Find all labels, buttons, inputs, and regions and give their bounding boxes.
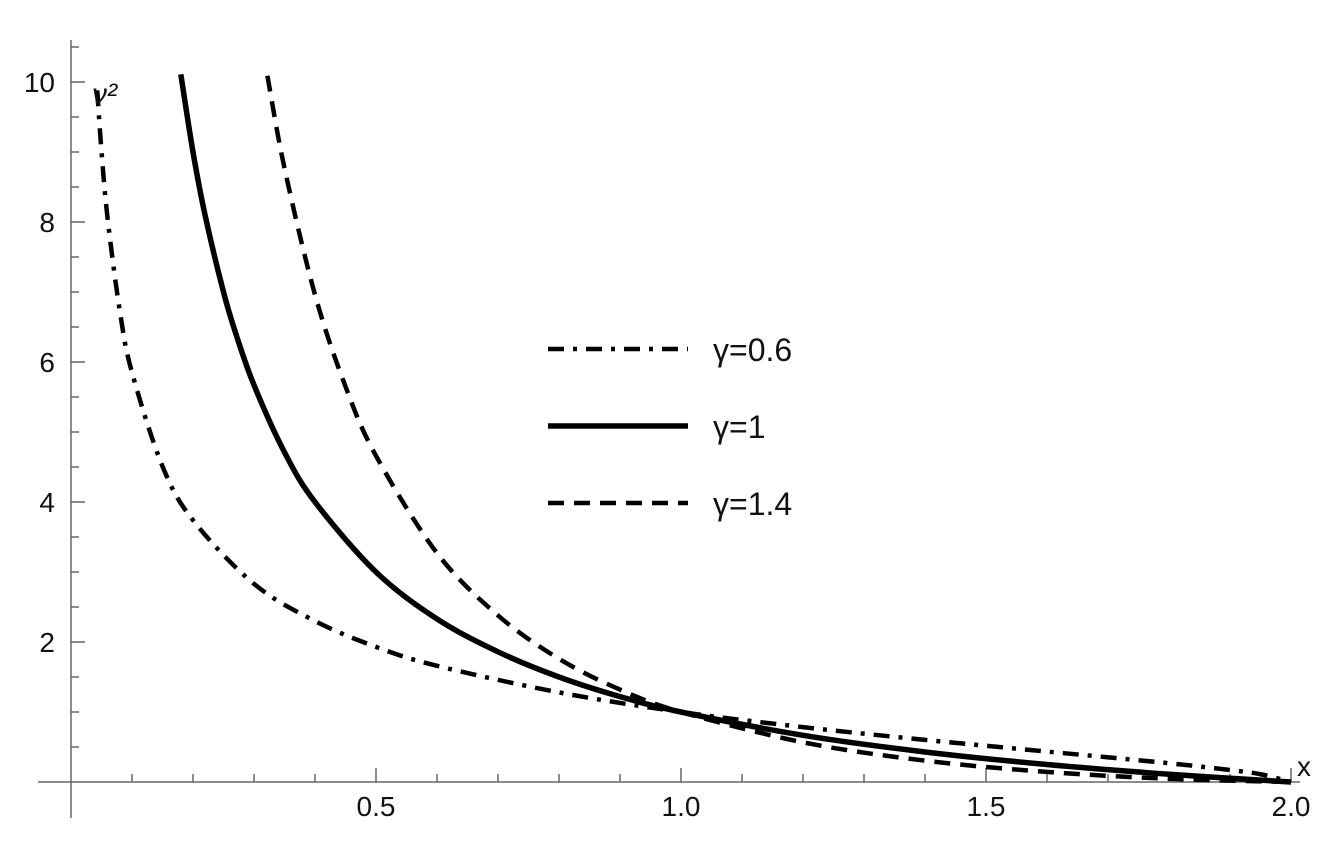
y-tick-label: 4 <box>39 487 55 518</box>
y-tick-label: 10 <box>24 67 55 98</box>
x-tick-label: 1.5 <box>967 791 1006 822</box>
x-tick-label: 2.0 <box>1272 791 1311 822</box>
y-axis-label: ν² <box>92 78 118 111</box>
legend-label: γ=0.6 <box>713 332 792 368</box>
y-tick-label: 6 <box>39 347 55 378</box>
x-tick-label: 1.0 <box>662 791 701 822</box>
legend-label: γ=1 <box>713 409 765 445</box>
series-group <box>94 73 1292 785</box>
x-tick-label: 0.5 <box>357 791 396 822</box>
legend-label: γ=1.4 <box>713 486 792 522</box>
series-solid-line <box>178 73 1292 785</box>
x-axis-label: x <box>1297 751 1311 782</box>
series-dashed-line <box>265 75 1292 785</box>
series-dash-dot-line <box>94 90 1292 785</box>
legend: γ=0.6 γ=1 γ=1.4 <box>548 332 792 522</box>
y-tick-label: 2 <box>39 627 55 658</box>
y-tick-label: 8 <box>39 207 55 238</box>
axes: 0.5 1.0 1.5 2.0 2 4 6 8 10 <box>24 40 1311 822</box>
